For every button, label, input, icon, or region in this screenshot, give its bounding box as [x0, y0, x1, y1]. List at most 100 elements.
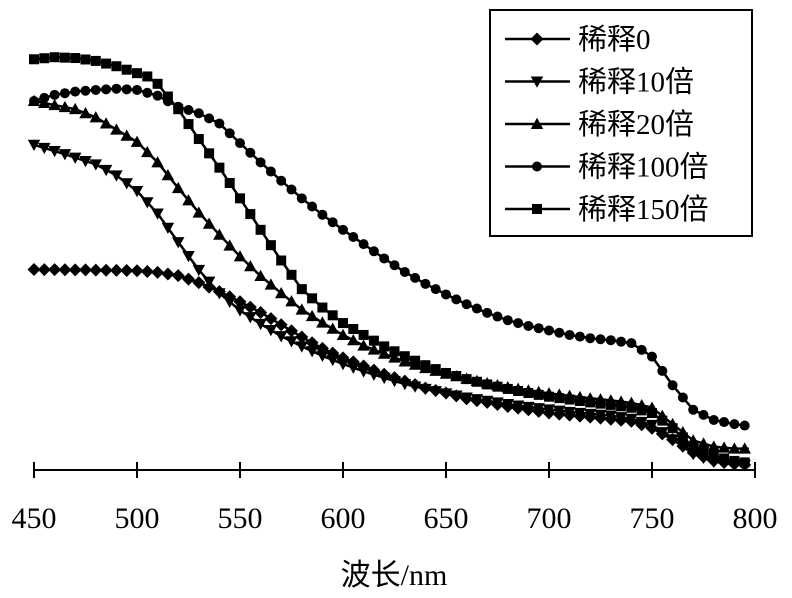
- series-point: [408, 381, 422, 393]
- series-point: [121, 64, 132, 75]
- series-point: [367, 343, 381, 355]
- series-point: [140, 265, 154, 279]
- legend-label: 稀释0: [578, 23, 651, 56]
- series-point: [389, 346, 400, 357]
- series-point: [59, 88, 70, 99]
- series-point: [89, 159, 103, 171]
- series-point: [254, 269, 267, 282]
- legend-item: 稀释150倍: [505, 193, 709, 226]
- series-point: [192, 276, 206, 290]
- series-point: [305, 336, 319, 350]
- series-point: [686, 448, 700, 461]
- series-point: [461, 374, 472, 385]
- series-point: [327, 217, 338, 228]
- series-point: [635, 416, 648, 429]
- series-point: [111, 61, 122, 72]
- series-point: [89, 111, 103, 123]
- series-point: [264, 312, 278, 326]
- series-point: [99, 117, 113, 129]
- series-point: [193, 134, 204, 145]
- x-tick-label: 500: [115, 502, 160, 535]
- series-point: [368, 246, 379, 257]
- series-point: [388, 351, 401, 363]
- series-point: [420, 278, 431, 289]
- plot-area: [27, 52, 752, 472]
- series-point: [377, 347, 391, 359]
- legend-marker: [530, 32, 544, 46]
- series-point: [39, 92, 50, 103]
- legend-label: 稀释150倍: [578, 193, 709, 226]
- series-point: [305, 309, 319, 322]
- series-point: [389, 260, 400, 271]
- legend-item: 稀释0: [505, 23, 651, 56]
- series-point: [544, 391, 554, 402]
- series-point: [347, 362, 360, 374]
- legend-marker: [532, 161, 542, 172]
- series-point: [171, 269, 185, 283]
- series-point: [296, 193, 307, 204]
- legend-marker: [530, 76, 544, 88]
- series-point: [193, 108, 204, 119]
- series-point: [532, 403, 545, 415]
- series-point: [451, 294, 462, 305]
- series-point: [647, 351, 657, 362]
- series-point: [68, 152, 82, 164]
- series-point: [132, 68, 142, 79]
- series-point: [99, 164, 113, 177]
- series-point: [377, 372, 391, 385]
- series-point: [224, 128, 235, 139]
- series-point: [264, 278, 278, 290]
- series-point: [305, 346, 319, 358]
- series-point: [48, 146, 61, 158]
- series-point: [27, 262, 41, 276]
- series-point: [461, 299, 472, 310]
- series-point: [677, 432, 688, 443]
- series-2: [27, 139, 751, 472]
- legend-item: 稀释20倍: [505, 108, 694, 141]
- series-point: [605, 399, 616, 410]
- series-point: [68, 102, 82, 115]
- series-point: [471, 376, 482, 387]
- series-point: [544, 325, 554, 336]
- series-point: [121, 84, 132, 95]
- series-point: [173, 104, 184, 115]
- series-point: [223, 296, 236, 309]
- series-point: [358, 329, 369, 340]
- series-point: [357, 339, 370, 351]
- series-point: [80, 54, 91, 65]
- series-point: [554, 327, 565, 338]
- series-point: [213, 228, 226, 240]
- series-point: [265, 240, 276, 251]
- series-point: [739, 457, 750, 468]
- series-point: [399, 351, 410, 362]
- x-tick-label: 650: [424, 502, 469, 535]
- series-point: [688, 441, 699, 452]
- x-axis: 450 500 550 600 650 700 750 800: [12, 462, 778, 535]
- series-point: [430, 284, 441, 295]
- series-point: [235, 138, 245, 149]
- series-point: [616, 401, 627, 412]
- series-point: [410, 355, 421, 366]
- series-point: [450, 390, 463, 402]
- series-point: [645, 419, 659, 432]
- series-4: [29, 83, 750, 431]
- series-point: [204, 148, 215, 159]
- series-point: [59, 52, 70, 63]
- series-point: [49, 52, 60, 63]
- series-point: [101, 84, 112, 95]
- series-point: [182, 251, 195, 263]
- series-point: [317, 302, 328, 313]
- series-point: [79, 107, 92, 119]
- series-point: [616, 336, 627, 347]
- series-point: [39, 53, 50, 64]
- x-tick-label: 450: [12, 502, 57, 535]
- series-point: [574, 395, 585, 406]
- series-point: [451, 371, 462, 382]
- series-point: [68, 263, 82, 277]
- series-point: [583, 408, 597, 421]
- series-point: [676, 441, 690, 453]
- series-point: [491, 397, 504, 409]
- series-point: [717, 441, 731, 453]
- series-point: [379, 341, 390, 352]
